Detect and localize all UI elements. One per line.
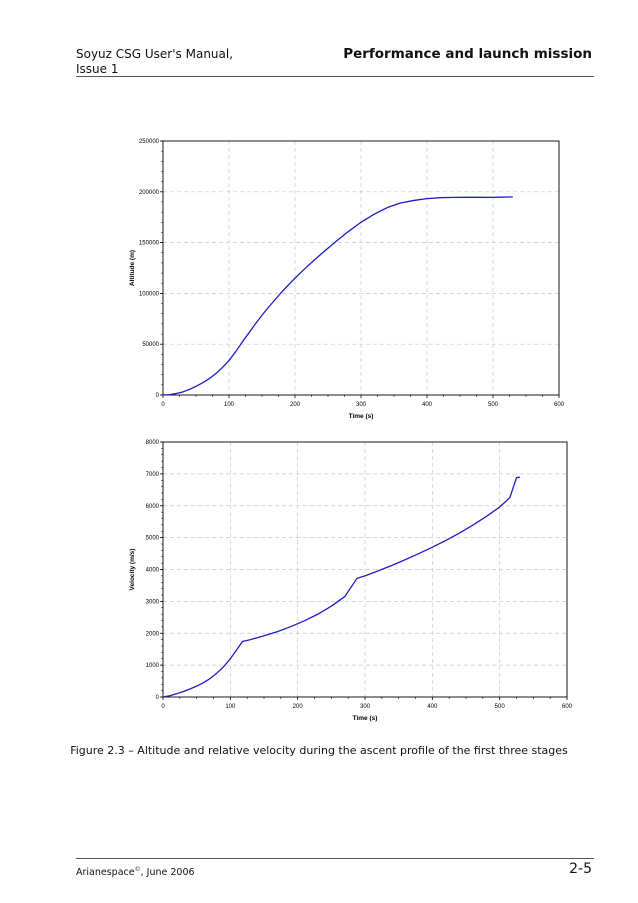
y-tick-label: 5000 [146, 536, 160, 542]
x-axis-label: Time (s) [349, 413, 374, 420]
series-line [162, 196, 513, 396]
y-tick-label: 7000 [146, 472, 160, 478]
footer-divider [76, 858, 594, 859]
y-tick-label: 0 [156, 393, 160, 399]
footer-publisher: Arianespace©, June 2006 [76, 866, 195, 878]
x-tick-label: 400 [427, 704, 438, 710]
x-tick-label: 100 [225, 704, 236, 710]
x-tick-label: 500 [495, 704, 506, 710]
x-tick-label: 0 [161, 704, 165, 710]
plot-frame [162, 140, 560, 396]
manual-title: Soyuz CSG User's Manual, [76, 47, 234, 61]
x-axis-label: Time (s) [353, 715, 378, 722]
header-divider [76, 76, 594, 77]
x-tick-label: 600 [562, 704, 573, 710]
series-line [162, 476, 520, 698]
x-tick-label: 0 [161, 402, 165, 408]
copyright-mark: © [134, 866, 141, 873]
section-title: Performance and launch mission [343, 46, 592, 62]
y-tick-label: 100000 [139, 291, 160, 297]
x-tick-label: 400 [422, 402, 433, 408]
x-tick-label: 300 [356, 402, 367, 408]
y-tick-label: 0 [156, 695, 160, 701]
y-tick-label: 6000 [146, 504, 160, 510]
velocity-chart: 0 100 200 300 400 500 600010002000300040005000… [129, 440, 573, 722]
x-tick-label: 100 [224, 402, 235, 408]
y-tick-label: 200000 [139, 190, 160, 196]
y-tick-label: 250000 [139, 139, 160, 145]
y-tick-label: 150000 [139, 241, 160, 247]
x-tick-label: 600 [554, 402, 565, 408]
grid-lines [163, 442, 567, 697]
x-tick-label: 200 [293, 704, 304, 710]
y-tick-label: 3000 [146, 599, 160, 605]
figure-caption: Figure 2.3 – Altitude and relative veloc… [70, 744, 568, 757]
plot-frame [162, 441, 568, 698]
y-tick-label: 1000 [146, 663, 160, 669]
y-tick-label: 50000 [142, 342, 159, 348]
grid-lines [163, 141, 559, 395]
y-axis-label: Velocity (m/s) [129, 549, 136, 591]
y-tick-label: 2000 [146, 631, 160, 637]
x-tick-label: 200 [290, 402, 301, 408]
y-tick-label: 8000 [146, 440, 160, 446]
y-axis-label: Altitude (m) [129, 250, 136, 286]
altitude-chart: 0 100 200 300 400 500 600 0 50000 100000 150000 200… [129, 139, 565, 420]
page-number: 2-5 [569, 861, 592, 877]
document-title: Soyuz CSG User's Manual, Issue 1 [76, 47, 233, 77]
x-tick-label: 300 [360, 704, 371, 710]
publisher-name: Arianespace [76, 867, 135, 879]
y-tick-label: 4000 [146, 568, 160, 574]
publication-date: , June 2006 [140, 867, 195, 879]
x-tick-label: 500 [488, 402, 499, 408]
issue-label: Issue 1 [76, 62, 119, 76]
